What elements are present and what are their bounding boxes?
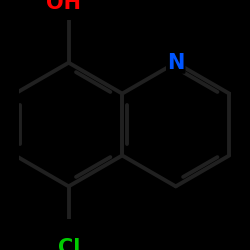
Text: N: N xyxy=(167,53,184,73)
Text: Cl: Cl xyxy=(58,238,81,250)
Text: OH: OH xyxy=(46,0,81,13)
